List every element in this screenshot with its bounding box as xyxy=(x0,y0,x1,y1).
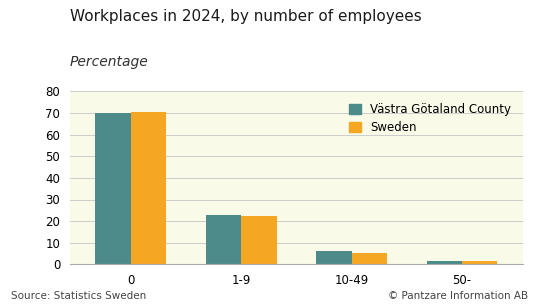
Bar xyxy=(95,113,131,264)
Text: Workplaces in 2024, by number of employees: Workplaces in 2024, by number of employe… xyxy=(70,9,422,24)
Bar xyxy=(131,112,166,264)
Text: Source: Statistics Sweden: Source: Statistics Sweden xyxy=(11,291,146,301)
Bar xyxy=(241,216,277,264)
Text: © Pantzare Information AB: © Pantzare Information AB xyxy=(388,291,528,301)
Bar xyxy=(316,251,351,264)
Bar xyxy=(206,215,241,264)
Bar xyxy=(462,261,497,264)
Bar xyxy=(427,261,462,264)
Bar xyxy=(351,253,387,264)
Text: Percentage: Percentage xyxy=(70,55,149,69)
Legend: Västra Götaland County, Sweden: Västra Götaland County, Sweden xyxy=(343,97,517,140)
